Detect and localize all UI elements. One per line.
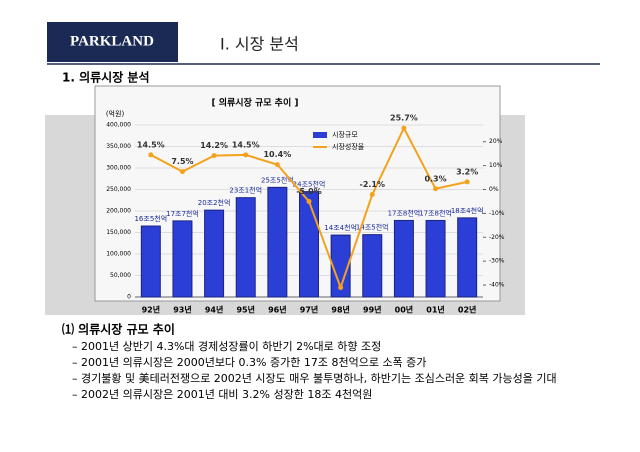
growth-label: 3.2% bbox=[456, 167, 478, 176]
bar bbox=[172, 220, 193, 298]
y2-tick-label: 20% bbox=[489, 138, 503, 145]
y2-tick-label: -20% bbox=[489, 234, 505, 241]
bar bbox=[235, 197, 256, 298]
notes-heading: ⑴ 의류시장 규모 추이 bbox=[62, 322, 175, 337]
bar-label: 16조5천억 bbox=[134, 214, 167, 223]
x-tick-label: 95년 bbox=[236, 305, 255, 315]
growth-label: 0.3% bbox=[424, 174, 446, 183]
x-tick-label: 98년 bbox=[331, 305, 350, 315]
y2-tick-label: -40% bbox=[489, 282, 505, 289]
bar bbox=[204, 209, 225, 298]
y2-tick-label: 10% bbox=[489, 162, 503, 169]
x-tick-label: 97년 bbox=[300, 305, 319, 315]
growth-point bbox=[179, 169, 185, 175]
bar-label: 18조4천억 bbox=[451, 206, 484, 215]
bar-label: 25조5천억 bbox=[261, 175, 294, 184]
growth-point bbox=[211, 153, 217, 159]
bar bbox=[393, 219, 414, 298]
bar-label: 14조4천억 bbox=[324, 223, 357, 232]
bar-label: 23조1천억 bbox=[229, 186, 262, 195]
chart-title: [ 의류시장 규모 추이 ] bbox=[211, 97, 298, 109]
growth-point bbox=[401, 125, 407, 131]
note-item: – 2001년 상반기 4.3%대 경제성장률이 하반기 2%대로 하향 조정 bbox=[72, 339, 381, 353]
growth-point bbox=[338, 284, 344, 290]
legend-label: 시장규모 bbox=[332, 130, 358, 139]
x-tick-label: 99년 bbox=[363, 305, 382, 315]
y-tick-label: 350,000 bbox=[106, 143, 131, 150]
x-tick-label: 94년 bbox=[205, 305, 224, 315]
page-title: Ⅰ. 시장 분석 bbox=[220, 35, 299, 54]
bar bbox=[362, 234, 383, 298]
x-tick-label: 00년 bbox=[395, 305, 414, 315]
y2-tick-label: -30% bbox=[489, 258, 505, 265]
y2-tick-label: 0% bbox=[489, 186, 499, 193]
legend-label: 시장성장율 bbox=[332, 142, 365, 151]
bar bbox=[140, 225, 161, 298]
growth-label: 14.5% bbox=[137, 140, 165, 149]
y-tick-label: 50,000 bbox=[110, 272, 131, 279]
y-tick-label: 150,000 bbox=[106, 229, 131, 236]
section-title: 1. 의류시장 분석 bbox=[62, 70, 150, 85]
growth-label: -5.0% bbox=[296, 187, 322, 196]
y-tick-label: 400,000 bbox=[106, 122, 131, 129]
notes: – 2001년 상반기 4.3%대 경제성장률이 하반기 2%대로 하향 조정 –… bbox=[72, 339, 557, 401]
growth-label: 10.4% bbox=[263, 150, 291, 159]
growth-point bbox=[433, 186, 439, 192]
bar bbox=[457, 217, 478, 298]
logo: PARKLAND bbox=[70, 33, 154, 49]
growth-label: -2.1% bbox=[360, 180, 386, 189]
y-tick-label: 300,000 bbox=[106, 165, 131, 172]
x-tick-label: 93년 bbox=[173, 305, 192, 315]
growth-point bbox=[243, 152, 249, 158]
y-tick-label: 200,000 bbox=[106, 208, 131, 215]
bar bbox=[267, 186, 288, 298]
growth-point bbox=[464, 179, 470, 185]
x-tick-label: 02년 bbox=[458, 305, 477, 315]
bar-label: 17조7천억 bbox=[166, 209, 199, 218]
growth-label: 25.7% bbox=[390, 114, 418, 123]
x-tick-label: 01년 bbox=[426, 305, 445, 315]
bar-label: 20조2천억 bbox=[198, 198, 231, 207]
note-item: – 2001년 의류시장은 2000년보다 0.3% 증가한 17조 8천억으로… bbox=[72, 355, 426, 369]
bar bbox=[425, 219, 446, 298]
y-tick-label: 100,000 bbox=[106, 251, 131, 258]
legend-swatch bbox=[313, 132, 327, 138]
bar-label: 17조8천억 bbox=[419, 208, 452, 217]
bar-label: 17조8천억 bbox=[388, 208, 421, 217]
growth-point bbox=[148, 152, 154, 158]
bar-label: 24조5천억 bbox=[293, 180, 326, 189]
x-tick-label: 92년 bbox=[142, 305, 161, 315]
logo-box bbox=[47, 22, 178, 62]
growth-point bbox=[274, 162, 280, 168]
bar bbox=[330, 234, 351, 298]
growth-point bbox=[369, 192, 375, 198]
y-tick-label: 0 bbox=[127, 294, 131, 301]
growth-label: 14.2% bbox=[200, 141, 228, 150]
x-tick-label: 96년 bbox=[268, 305, 287, 315]
growth-point bbox=[306, 198, 312, 204]
bar bbox=[299, 191, 319, 298]
y2-tick-label: -10% bbox=[489, 210, 505, 217]
bar-label: 14조5천억 bbox=[356, 223, 389, 232]
growth-label: 14.5% bbox=[232, 140, 260, 149]
y-tick-label: 250,000 bbox=[106, 186, 131, 193]
note-item: – 2002년 의류시장은 2001년 대비 3.2% 성장한 18조 4천억원 bbox=[72, 387, 372, 401]
note-item: – 경기불황 및 美테러전쟁으로 2002년 시장도 매우 불투명하나, 하반기… bbox=[72, 371, 557, 385]
y-axis-label: (억원) bbox=[106, 109, 125, 118]
growth-label: 7.5% bbox=[171, 157, 193, 166]
